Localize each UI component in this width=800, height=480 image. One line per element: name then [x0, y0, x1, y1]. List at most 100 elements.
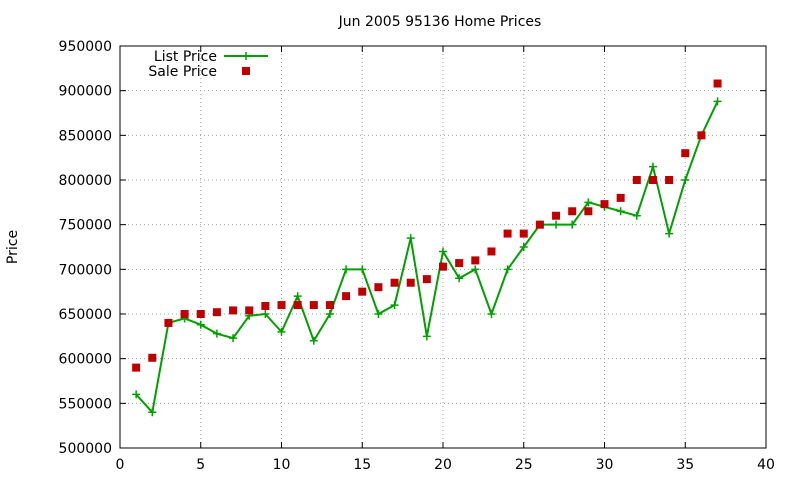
list-price-point — [681, 176, 690, 184]
y-tick-label: 600000 — [59, 352, 112, 368]
y-tick-label: 550000 — [59, 396, 112, 412]
list-price-point — [261, 310, 270, 318]
list-price-point — [148, 408, 157, 417]
list-price-point — [455, 274, 464, 283]
list-price-legend-label: List Price — [154, 49, 217, 65]
y-tick-label: 900000 — [59, 84, 112, 100]
chart-title: Jun 2005 95136 Home Prices — [338, 14, 542, 30]
list-price-point — [132, 390, 141, 399]
list-price-point — [277, 327, 286, 336]
y-tick-label: 500000 — [59, 441, 112, 457]
list-price-point — [471, 265, 480, 274]
sale-price-point — [325, 301, 334, 310]
sale-price-point — [455, 259, 464, 268]
list-price-point — [713, 97, 722, 106]
tick-labels: 0 5 10 15 20 25 30 35 40 500000 550000 600000 650000… — [59, 39, 775, 473]
list-price-point — [374, 310, 383, 318]
sale-price-point — [713, 79, 722, 88]
sale-price-point — [342, 292, 351, 301]
list-price-point — [519, 243, 528, 251]
sale-price-legend-marker — [242, 67, 250, 75]
x-tick-label: 35 — [676, 457, 694, 473]
sale-price-point — [584, 207, 593, 216]
sale-price-point — [697, 131, 706, 140]
list-price-point — [229, 334, 238, 343]
list-price-point — [552, 220, 561, 229]
axes — [119, 45, 767, 449]
sale-price-point — [616, 193, 625, 202]
x-tick-label: 5 — [196, 457, 205, 473]
list-price-point — [665, 229, 674, 238]
sale-price-legend-label: Sale Price — [148, 64, 217, 80]
sale-price-point — [164, 318, 173, 327]
list-price-point — [293, 292, 302, 301]
list-price-point — [196, 320, 205, 329]
list-price-point — [212, 329, 221, 338]
list-price-point — [342, 265, 351, 274]
list-price-legend-marker — [242, 52, 250, 60]
sale-price-point — [487, 247, 496, 256]
sale-price-point — [600, 200, 609, 209]
x-tick-label: 0 — [116, 457, 125, 473]
x-tick-label: 30 — [596, 457, 614, 473]
sale-price-point — [132, 363, 141, 372]
list-price-point — [406, 234, 415, 243]
list-price-point — [648, 162, 657, 171]
list-price-point — [390, 301, 399, 310]
list-price-point — [358, 265, 367, 274]
list-price-point — [439, 247, 447, 256]
sale-price-point — [439, 262, 447, 271]
x-tick-label: 15 — [353, 457, 371, 473]
grid — [120, 46, 766, 448]
sale-price-point — [374, 283, 383, 292]
sale-price-point — [406, 278, 415, 287]
x-tick-label: 25 — [515, 457, 533, 473]
list-price-point — [422, 332, 431, 341]
y-axis-label: Price — [5, 230, 21, 264]
list-price-point — [584, 198, 593, 207]
sale-price-point — [422, 275, 431, 284]
sale-price-point — [471, 256, 480, 265]
sale-price-point — [552, 211, 561, 220]
sale-price-point — [681, 149, 690, 158]
list-price-point — [487, 310, 496, 318]
sale-price-point — [196, 310, 205, 318]
x-tick-label: 10 — [273, 457, 291, 473]
list-price-point — [632, 211, 641, 220]
list-price-line — [135, 100, 719, 415]
y-tick-label: 650000 — [59, 307, 112, 323]
sale-price-point — [568, 207, 577, 216]
sale-price-point — [229, 306, 238, 315]
sale-price-point — [212, 308, 221, 317]
series-layer — [132, 79, 722, 417]
y-tick-label: 750000 — [59, 218, 112, 234]
sale-price-point — [390, 278, 399, 287]
sale-price-point — [665, 176, 674, 184]
sale-price-point — [519, 229, 528, 238]
sale-price-point — [503, 229, 512, 238]
list-price-point — [325, 310, 334, 318]
sale-price-point — [180, 310, 189, 318]
x-tick-label: 40 — [757, 457, 775, 473]
sale-price-point — [277, 301, 286, 310]
sale-price-point — [632, 176, 641, 184]
list-price-point — [568, 220, 577, 229]
list-price-point — [503, 265, 512, 274]
y-tick-label: 700000 — [59, 262, 112, 278]
sale-price-point — [148, 353, 157, 362]
y-tick-label: 950000 — [59, 39, 112, 55]
sale-price-point — [358, 287, 367, 296]
sale-price-point — [293, 301, 302, 310]
list-price-point — [616, 207, 625, 216]
sale-price-point — [535, 220, 544, 229]
list-price-series — [132, 97, 722, 417]
list-price-point — [309, 336, 318, 345]
x-tick-label: 20 — [434, 457, 452, 473]
sale-price-point — [261, 301, 270, 310]
y-tick-label: 800000 — [59, 173, 112, 189]
sale-price-point — [245, 306, 254, 315]
y-tick-label: 850000 — [59, 128, 112, 144]
sale-price-series — [132, 79, 722, 372]
